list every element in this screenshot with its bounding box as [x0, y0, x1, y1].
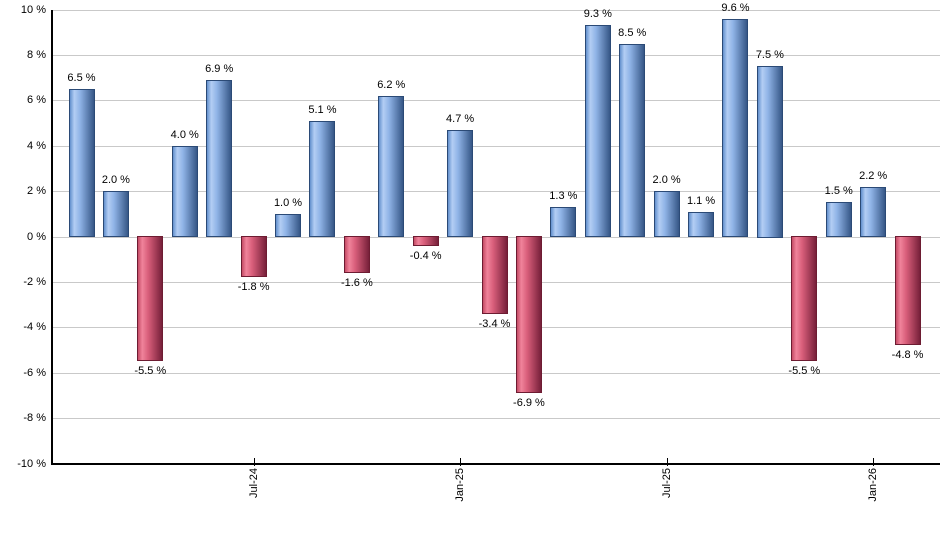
x-axis-label: Jul-25	[660, 468, 673, 498]
bar[interactable]	[102, 191, 129, 238]
bar-value-label: 9.6 %	[721, 1, 750, 14]
bar[interactable]	[584, 25, 611, 238]
bar-value-label: 2.0 %	[652, 174, 681, 187]
x-axis-label: Jul-24	[247, 468, 260, 498]
bar[interactable]	[412, 235, 439, 246]
y-axis-line	[51, 9, 53, 465]
bar-value-label: 2.0 %	[101, 174, 130, 187]
bar-value-label: 6.9 %	[205, 62, 234, 75]
bar[interactable]	[550, 206, 577, 238]
bar[interactable]	[619, 43, 646, 238]
y-axis-label: 4 %	[27, 139, 46, 152]
y-axis-label: 2 %	[27, 185, 46, 198]
bar[interactable]	[791, 235, 818, 362]
gridline	[52, 100, 940, 102]
x-axis-tick	[460, 457, 462, 466]
bar[interactable]	[447, 129, 474, 238]
bar-value-label: -6.9 %	[513, 397, 545, 410]
x-axis-tick	[666, 457, 668, 466]
x-axis-label: Jan-26	[867, 468, 880, 502]
bar[interactable]	[137, 235, 164, 362]
bar[interactable]	[309, 120, 336, 238]
bar[interactable]	[343, 235, 370, 273]
bar-value-label: -0.4 %	[409, 249, 442, 262]
bar-value-label: 4.7 %	[446, 112, 475, 125]
y-axis-label: 10 %	[20, 3, 46, 16]
gridline	[52, 327, 940, 329]
bar-value-label: -3.4 %	[478, 317, 511, 330]
bar[interactable]	[171, 145, 198, 238]
bar[interactable]	[481, 235, 508, 314]
bar[interactable]	[68, 88, 95, 238]
y-axis-label: 0 %	[27, 230, 46, 243]
bar-value-label: -5.5 %	[134, 365, 167, 378]
bar[interactable]	[688, 211, 715, 238]
bar[interactable]	[206, 79, 233, 238]
bar[interactable]	[378, 95, 405, 238]
bar-value-label: 6.5 %	[67, 71, 96, 84]
bar-value-label: 7.5 %	[755, 49, 784, 62]
bar-value-label: 1.5 %	[824, 185, 853, 198]
x-axis-line	[51, 462, 940, 465]
bar-value-label: 8.5 %	[618, 26, 647, 39]
bar-value-label: -4.8 %	[891, 349, 924, 362]
bar[interactable]	[722, 18, 749, 238]
bar[interactable]	[756, 66, 783, 238]
bar[interactable]	[515, 235, 542, 394]
bar-value-label: 5.1 %	[308, 103, 337, 116]
bar-value-label: 4.0 %	[170, 128, 199, 141]
y-axis-label: -10 %	[17, 457, 46, 470]
bar-value-label: -1.8 %	[237, 281, 270, 294]
bar[interactable]	[275, 213, 302, 238]
bar[interactable]	[894, 235, 921, 346]
gridline	[52, 191, 940, 193]
bar-value-label: -5.5 %	[788, 365, 821, 378]
bar-value-label: 9.3 %	[583, 8, 612, 21]
x-axis-tick	[873, 457, 875, 466]
x-axis-tick	[253, 457, 255, 466]
y-axis-label: -4 %	[23, 321, 46, 334]
y-axis-label: 8 %	[27, 48, 46, 61]
bar-value-label: 6.2 %	[377, 78, 406, 91]
gridline	[52, 372, 940, 374]
bar-value-label: 2.2 %	[859, 169, 888, 182]
gridline	[52, 54, 940, 56]
y-axis-label: -8 %	[23, 412, 46, 425]
bar[interactable]	[653, 191, 680, 238]
bar[interactable]	[860, 186, 887, 238]
bar[interactable]	[825, 202, 852, 238]
x-axis-label: Jan-25	[454, 468, 467, 502]
bar-value-label: 1.3 %	[549, 189, 578, 202]
y-axis-label: -2 %	[23, 275, 46, 288]
gridline	[52, 418, 940, 420]
bar-value-label: 1.0 %	[273, 196, 303, 209]
bar-value-label: 1.1 %	[686, 194, 716, 207]
gridline	[52, 145, 940, 147]
bar[interactable]	[240, 235, 267, 278]
gridline	[52, 9, 940, 11]
bar-value-label: -1.6 %	[340, 276, 373, 289]
y-axis-label: -6 %	[23, 366, 46, 379]
y-axis-label: 6 %	[27, 94, 46, 107]
